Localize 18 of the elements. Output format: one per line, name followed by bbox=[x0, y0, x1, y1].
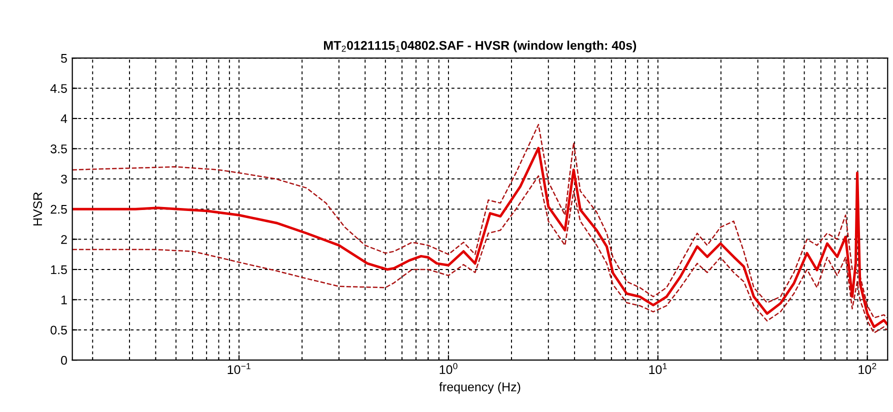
y-tick-label: 4.5 bbox=[50, 84, 67, 93]
y-tick-label: 2 bbox=[61, 235, 67, 244]
y-tick-label: 4 bbox=[60, 114, 68, 124]
y-tick-label: 1.5 bbox=[51, 265, 67, 274]
y-axis-title: HVSR bbox=[33, 192, 42, 226]
y-tick-label: 0 bbox=[61, 356, 67, 365]
y-tick-label: 5 bbox=[61, 54, 67, 63]
y-tick-label: 1 bbox=[61, 296, 67, 304]
y-tick-label: 2.5 bbox=[50, 204, 67, 214]
x-tick-label: 10$^{2}$ bbox=[858, 363, 876, 374]
chart-title: MT$_{2}$0121115$_{1}$04802.SAF - HVSR (window length: 40s) bbox=[324, 40, 636, 52]
x-tick-label: 10$^{−1}$ bbox=[228, 363, 250, 374]
y-tick-label: 3.5 bbox=[50, 144, 67, 154]
y-tick-label: 0.5 bbox=[50, 326, 67, 335]
y-tick-label: 3 bbox=[60, 174, 67, 184]
x-tick-label: 10$^{0}$ bbox=[440, 363, 458, 374]
x-tick-label: 10$^{1}$ bbox=[649, 363, 667, 374]
x-axis-title: frequency (Hz) bbox=[439, 382, 520, 394]
